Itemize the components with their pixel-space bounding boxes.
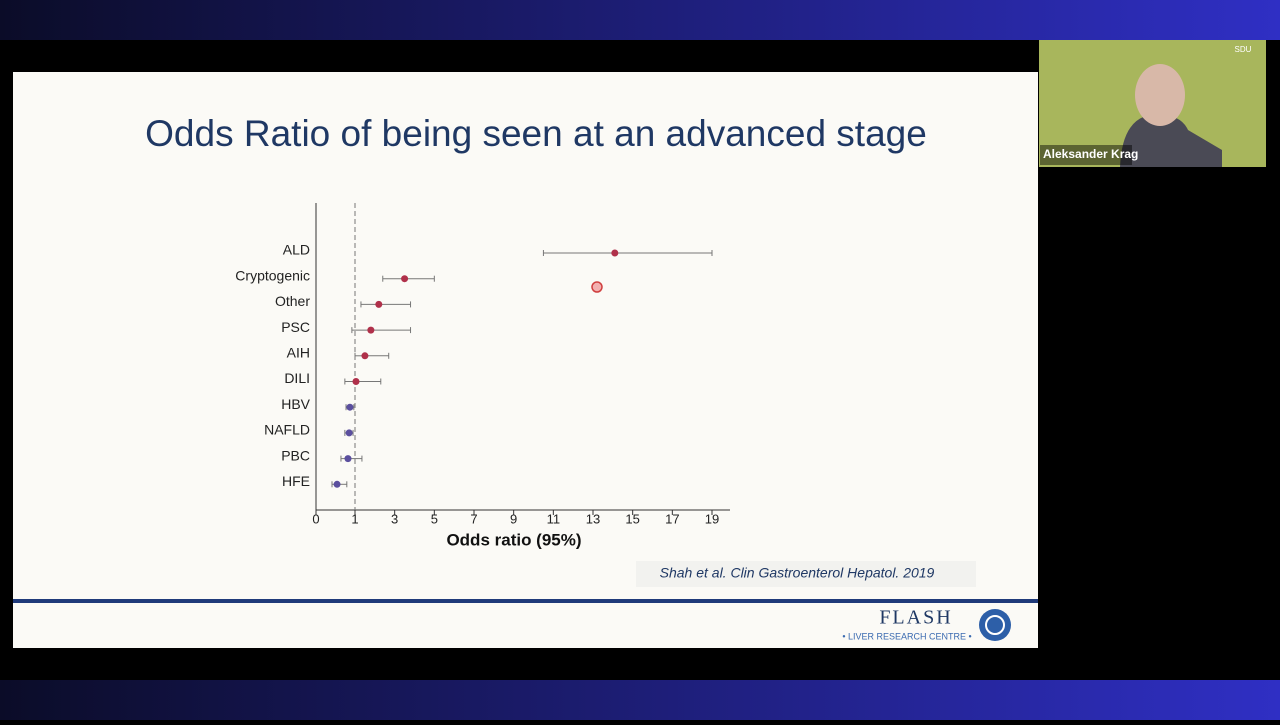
citation: Shah et al. Clin Gastroenterol Hepatol. … bbox=[660, 565, 935, 581]
speaker-name: Aleksander Krag bbox=[1043, 147, 1138, 161]
logo-name: FLASH bbox=[879, 607, 952, 629]
speaker-tag bbox=[1040, 145, 1132, 165]
point bbox=[611, 249, 619, 257]
badge: SDU bbox=[1235, 45, 1252, 54]
top-band bbox=[0, 0, 1280, 40]
person bbox=[1120, 114, 1222, 167]
x-tick-label: 17 bbox=[665, 511, 679, 526]
category-label: AIH bbox=[287, 345, 310, 361]
logo-tagline: • LIVER RESEARCH CENTRE • bbox=[842, 631, 971, 641]
logo-icon bbox=[979, 609, 1011, 641]
point bbox=[346, 403, 354, 411]
point bbox=[345, 429, 353, 437]
category-label: NAFLD bbox=[264, 422, 310, 438]
x-tick-label: 15 bbox=[625, 511, 639, 526]
x-tick-label: 11 bbox=[547, 511, 561, 526]
logo-icon-ring bbox=[985, 615, 1005, 635]
x-tick-label: 9 bbox=[510, 511, 517, 526]
citation-box bbox=[636, 561, 976, 587]
point bbox=[352, 378, 360, 385]
point bbox=[344, 455, 352, 463]
slide-rule bbox=[13, 599, 1038, 603]
point bbox=[367, 326, 375, 334]
slide-title: Odds Ratio of being seen at an advanced … bbox=[145, 113, 927, 154]
point bbox=[333, 480, 341, 488]
point bbox=[361, 352, 369, 360]
point bbox=[401, 275, 409, 283]
x-tick-label: 0 bbox=[312, 511, 319, 526]
category-label: PSC bbox=[281, 319, 310, 335]
x-tick-label: 7 bbox=[470, 511, 477, 526]
category-label: HFE bbox=[282, 473, 310, 489]
person-head bbox=[1135, 64, 1185, 126]
x-tick-label: 1 bbox=[351, 511, 358, 526]
category-label: ALD bbox=[283, 242, 310, 258]
pointer bbox=[591, 281, 603, 293]
x-tick-label: 19 bbox=[705, 511, 719, 526]
category-label: DILI bbox=[284, 370, 310, 386]
category-label: Other bbox=[275, 293, 310, 309]
category-label: Cryptogenic bbox=[235, 267, 310, 283]
x-tick-label: 5 bbox=[431, 511, 438, 526]
x-tick-label: 13 bbox=[586, 511, 600, 526]
bottom-band bbox=[0, 680, 1280, 720]
x-tick-label: 3 bbox=[391, 511, 398, 526]
slide bbox=[13, 72, 1038, 648]
point bbox=[375, 300, 383, 308]
category-label: PBC bbox=[281, 447, 310, 463]
x-axis-label: Odds ratio (95%) bbox=[446, 530, 581, 549]
category-label: HBV bbox=[281, 396, 310, 412]
